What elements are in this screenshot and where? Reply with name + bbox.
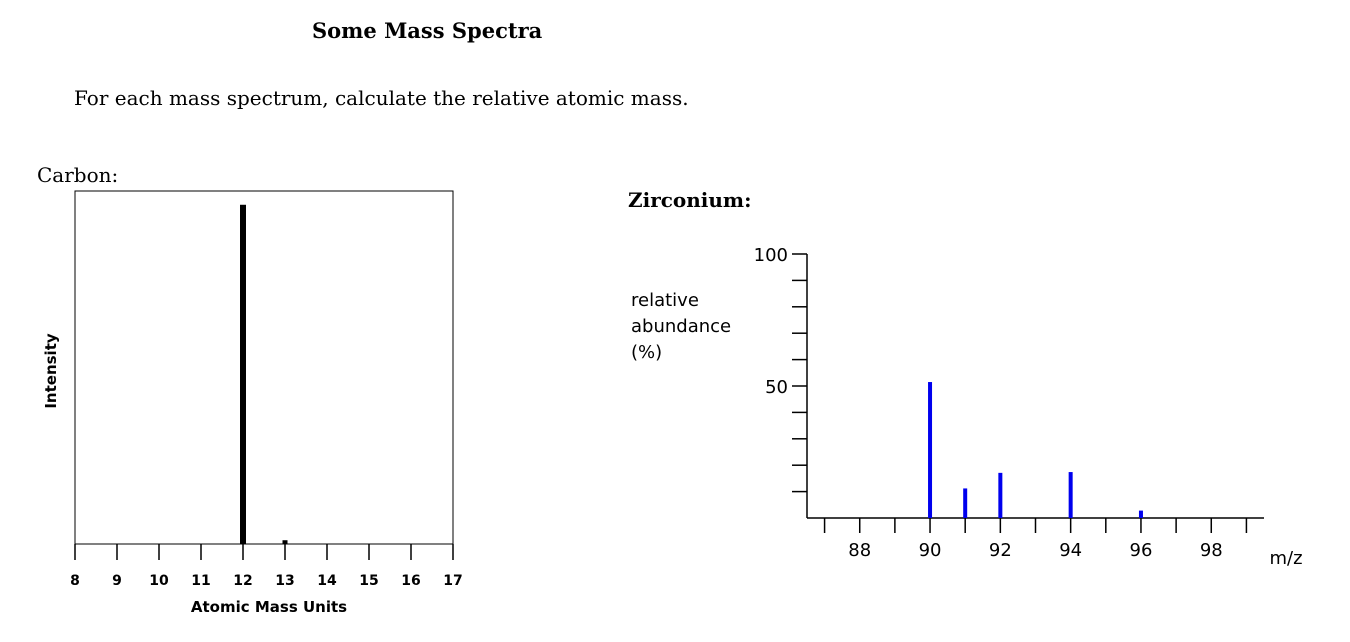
zr-y-tick-label: 50 [765,377,788,398]
zr-x-tick-label: 90 [919,540,942,561]
carbon-x-tick-label: 9 [112,573,122,589]
carbon-plot-frame [74,190,454,545]
zr-bar [998,472,1003,518]
carbon-bar [240,204,246,544]
zr-x-tick-label: 94 [1059,540,1082,561]
zr-y-tick-label: 100 [754,245,788,266]
zr-x-tick-label: 98 [1200,540,1223,561]
carbon-x-axis-label: Atomic Mass Units [191,598,347,616]
page-title: Some Mass Spectra [312,18,543,43]
carbon-x-tick-label: 16 [401,573,420,589]
carbon-x-tick-label: 15 [359,573,378,589]
zirconium-chart: 50 100 88 90 92 94 96 98 relative abundance (%)… [631,245,1303,569]
zr-bar [1138,510,1143,518]
carbon-x-tick-label: 10 [149,573,169,589]
carbon-x-tick-label: 12 [233,573,252,589]
carbon-chart-label: Carbon: [37,163,119,187]
zr-y-label-line-1: relative [631,290,699,311]
zr-bar [963,488,968,518]
carbon-bar [282,540,288,544]
instructions-text: For each mass spectrum, calculate the re… [74,86,689,110]
zr-y-label-line-2: abundance [631,316,731,337]
zr-bar [928,382,933,518]
carbon-x-tick-label: 8 [70,573,80,589]
zr-bar [1068,472,1073,518]
carbon-y-axis-label: Intensity [42,333,60,409]
carbon-x-tick-label: 14 [317,573,337,589]
zr-x-axis-label: m/z [1269,548,1302,569]
zr-y-label-line-3: (%) [631,342,662,363]
zr-x-tick-label: 92 [989,540,1012,561]
carbon-chart: 8 9 10 11 12 13 14 15 16 17 Atomic Mass Units Int… [42,190,463,616]
carbon-x-tick-label: 13 [275,573,294,589]
zr-x-tick-label: 88 [848,540,871,561]
carbon-x-tick-label: 11 [191,573,210,589]
zr-x-tick-label: 96 [1130,540,1153,561]
carbon-x-tick-label: 17 [443,573,462,589]
zirconium-chart-label: Zirconium: [628,188,752,212]
